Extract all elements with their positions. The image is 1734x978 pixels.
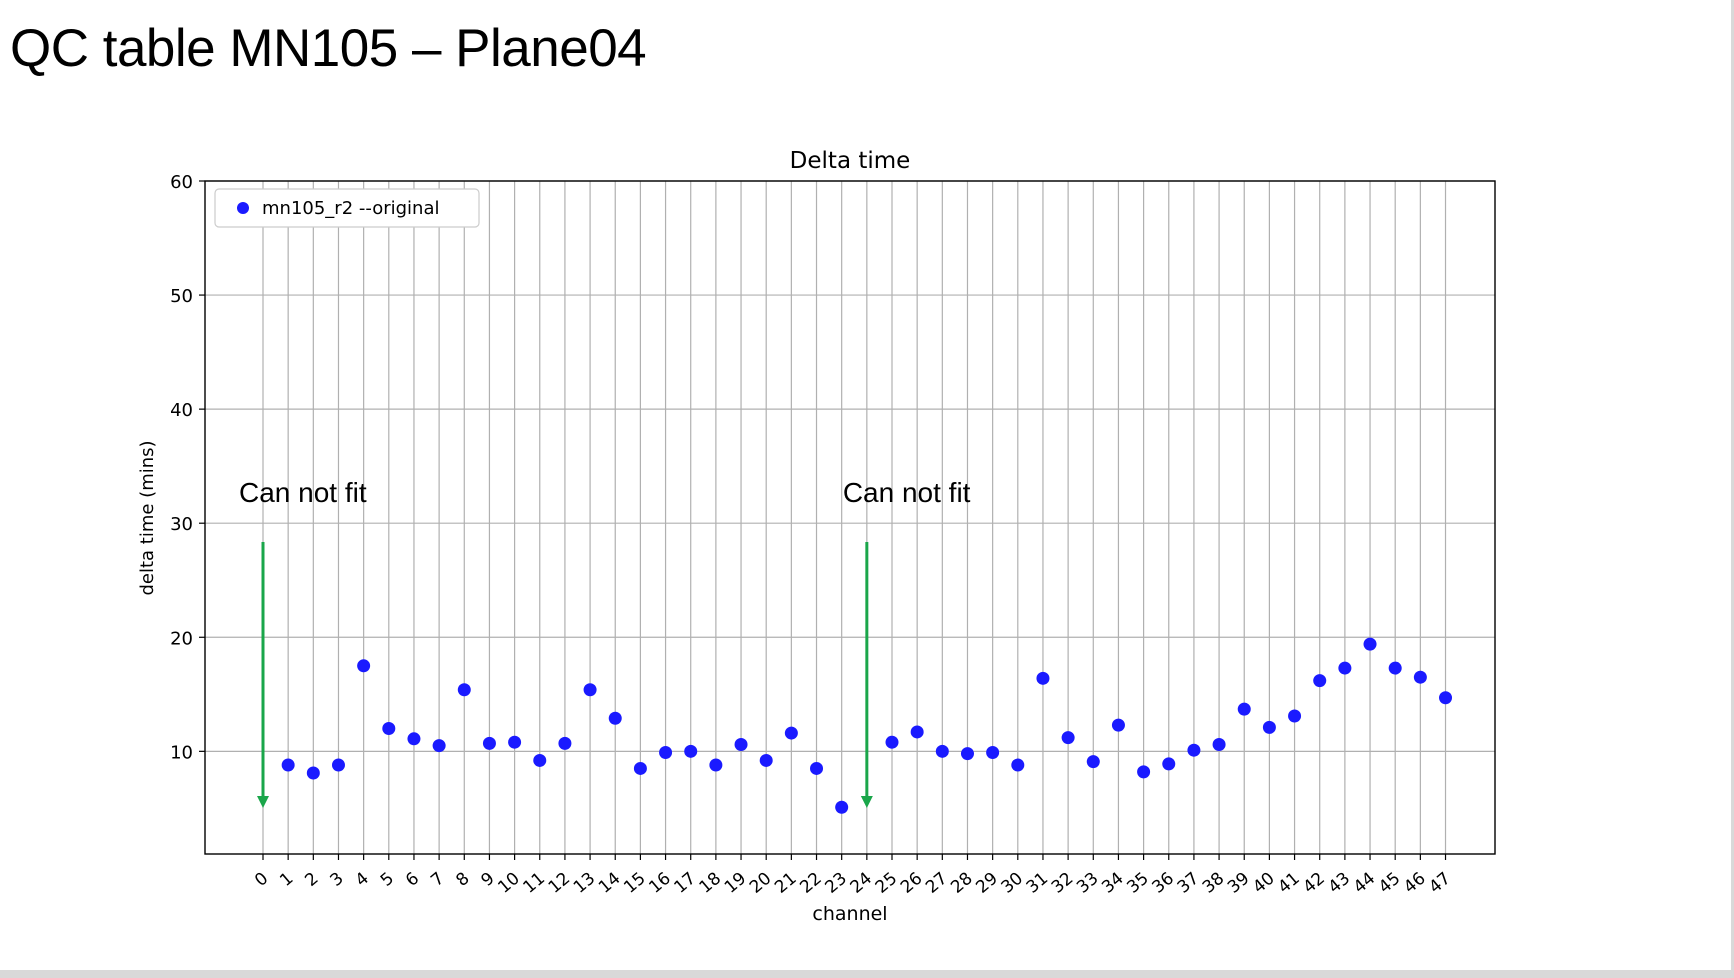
data-point bbox=[382, 722, 396, 736]
data-point bbox=[1388, 661, 1402, 675]
data-point bbox=[784, 726, 798, 740]
x-axis-ticks: 0 1 2 3 4 5 6 7 8 9101112131415161718192021222324… bbox=[251, 854, 1455, 898]
x-tick-label: 1 bbox=[276, 869, 297, 891]
slide-border-right bbox=[1731, 0, 1734, 970]
grid-layer bbox=[205, 180, 1495, 854]
annotation-label: Can not fit bbox=[239, 477, 367, 508]
data-point bbox=[1162, 757, 1176, 771]
data-point bbox=[709, 758, 723, 772]
annotations: Can not fit Can not fit bbox=[239, 477, 971, 808]
data-point bbox=[1338, 661, 1352, 675]
data-point bbox=[432, 739, 446, 753]
legend: mn105_r2 --original bbox=[214, 188, 480, 228]
annotation-label: Can not fit bbox=[843, 477, 971, 508]
x-tick-label: 3 bbox=[327, 869, 348, 891]
y-tick-label: 30 bbox=[170, 514, 193, 535]
data-point bbox=[1363, 637, 1377, 651]
data-point bbox=[759, 753, 773, 767]
data-point bbox=[1036, 671, 1050, 685]
data-point bbox=[1137, 765, 1151, 779]
data-point bbox=[1237, 702, 1251, 716]
data-point bbox=[306, 766, 320, 780]
x-tick-label: 47 bbox=[1425, 869, 1454, 898]
data-point bbox=[1439, 691, 1453, 705]
slide-border-bottom bbox=[0, 970, 1734, 978]
data-point bbox=[1413, 670, 1427, 684]
x-tick-label: 7 bbox=[427, 869, 448, 891]
data-point bbox=[1061, 731, 1075, 745]
y-axis-ticks: 10 20 30 40 50 60 bbox=[170, 172, 205, 763]
data-point bbox=[910, 725, 924, 739]
data-point bbox=[1313, 674, 1327, 688]
x-tick-label: 6 bbox=[402, 869, 423, 891]
x-tick-label: 5 bbox=[377, 869, 398, 891]
annotation-arrow-head bbox=[860, 796, 873, 808]
plot-frame bbox=[204, 180, 1496, 855]
data-point bbox=[407, 732, 421, 746]
y-tick-label: 20 bbox=[170, 628, 193, 649]
slide-title: QC table MN105 – Plane04 bbox=[10, 19, 647, 78]
legend-label: mn105_r2 --original bbox=[262, 198, 439, 219]
data-point bbox=[1212, 737, 1226, 751]
legend-box bbox=[214, 188, 480, 228]
data-point bbox=[281, 758, 295, 772]
data-point bbox=[1288, 709, 1302, 723]
annotation-arrow-head bbox=[257, 796, 269, 808]
data-point bbox=[734, 737, 748, 751]
data-point bbox=[1187, 743, 1201, 757]
data-point bbox=[684, 744, 698, 758]
x-tick-label: 4 bbox=[352, 869, 373, 891]
y-axis-label: delta time (mins) bbox=[137, 440, 158, 595]
data-point bbox=[810, 761, 824, 775]
data-point bbox=[482, 736, 496, 750]
data-point bbox=[835, 800, 849, 814]
x-tick-label: 2 bbox=[301, 869, 322, 891]
y-tick-label: 10 bbox=[170, 742, 193, 763]
data-point bbox=[508, 735, 522, 749]
x-tick-label: 9 bbox=[478, 869, 499, 891]
data-point bbox=[1086, 755, 1100, 769]
legend-marker bbox=[237, 202, 249, 214]
x-tick-label: 0 bbox=[251, 869, 272, 891]
data-point bbox=[357, 659, 371, 673]
y-tick-label: 40 bbox=[170, 400, 193, 421]
data-point bbox=[1262, 720, 1276, 734]
data-point bbox=[608, 711, 622, 725]
data-point bbox=[659, 745, 673, 759]
y-tick-label: 60 bbox=[170, 172, 193, 193]
data-point bbox=[633, 761, 647, 775]
data-points bbox=[281, 637, 1453, 814]
x-tick-label: 8 bbox=[452, 869, 473, 891]
data-point bbox=[1111, 718, 1125, 732]
x-axis-label: channel bbox=[812, 903, 887, 925]
data-point bbox=[1011, 758, 1025, 772]
data-point bbox=[533, 753, 547, 767]
chart-title: Delta time bbox=[790, 148, 911, 174]
data-point bbox=[935, 744, 949, 758]
data-point bbox=[986, 745, 1000, 759]
data-point bbox=[558, 736, 572, 750]
data-point bbox=[885, 735, 899, 749]
data-point bbox=[457, 683, 471, 697]
data-point bbox=[331, 758, 345, 772]
y-tick-label: 50 bbox=[170, 286, 193, 307]
data-point bbox=[960, 747, 974, 761]
data-point bbox=[583, 683, 597, 697]
